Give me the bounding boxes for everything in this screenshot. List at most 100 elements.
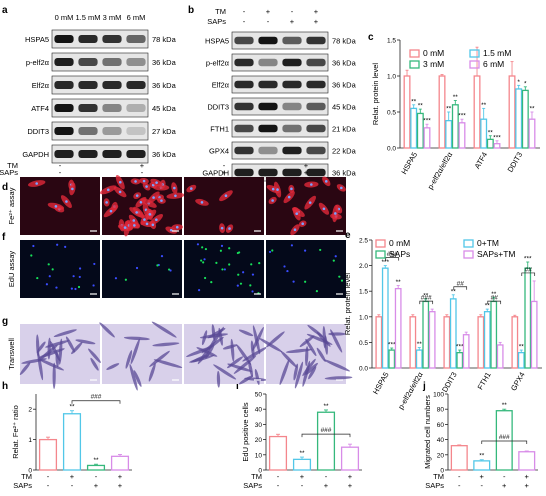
bar [508, 75, 516, 149]
significance-label: *** [458, 113, 466, 120]
blot-band [102, 104, 122, 112]
microscopy-image [100, 175, 185, 237]
blot-band [258, 146, 278, 155]
cell-dot [45, 283, 49, 286]
image-tm-sign: + [140, 161, 145, 170]
blot-protein-label: HSPA5 [25, 35, 49, 44]
y-tick-label: 20 [437, 452, 445, 459]
x-tick-label: HSPA5 [399, 151, 419, 176]
cell-nucleus [155, 181, 158, 184]
blot-band [306, 146, 326, 155]
significance-label: * [524, 80, 527, 87]
blot-kda-label: 45 kDa [332, 103, 357, 112]
tm-sign: - [503, 472, 506, 481]
cell-nucleus [175, 225, 179, 229]
western-blot-a: 0 mM 1.5 mM 3 mM 6 mM HSPA5 78 kDa p-elf2α 36 k… [22, 13, 177, 164]
cell-shape [280, 350, 298, 368]
bracket-label: ### [91, 394, 102, 401]
blot-protein-label: DDIT3 [207, 103, 229, 112]
y-tick-label: 80 [437, 407, 445, 414]
cell-shape [305, 362, 318, 376]
blot-band [54, 104, 74, 112]
significance-bracket [481, 440, 528, 444]
blot-lane-label: 3 mM [103, 13, 122, 22]
cell-dot [55, 286, 58, 289]
cell-dot [271, 249, 274, 252]
blot-band [234, 124, 254, 133]
significance-label: ** [323, 403, 329, 410]
cell-dot [210, 281, 213, 284]
blot-band [258, 80, 278, 89]
legend-swatch [469, 60, 480, 69]
saps-sign: - [71, 481, 74, 490]
cell-nucleus [133, 224, 136, 227]
bar [462, 334, 470, 369]
cell-shape [130, 338, 140, 365]
image-tm-sign: - [59, 161, 62, 170]
significance-label: ** [446, 106, 452, 113]
cell-dot [268, 250, 272, 254]
cell-dot [202, 261, 205, 264]
cell-shape [153, 359, 183, 368]
cell-nucleus [106, 188, 110, 192]
panel-label-j: j [422, 381, 426, 392]
tm-sign: + [118, 472, 123, 481]
blot-band [126, 127, 146, 135]
blot-saps-sign: - [243, 17, 246, 26]
cell-dot [93, 262, 96, 266]
cell-nucleus [324, 180, 328, 183]
legend-label: 0 mM [389, 238, 410, 248]
y-axis-title: Relat. protein level [343, 273, 352, 335]
image-saps-sign: - [141, 168, 144, 177]
cell-nucleus [105, 201, 108, 204]
bar [521, 89, 529, 149]
legend-label: 0 mM [423, 48, 444, 58]
y-tick-label: 30 [255, 422, 263, 429]
cell-nucleus [139, 200, 143, 204]
blot-saps-label: SAPs [207, 17, 226, 26]
bar [524, 267, 532, 369]
bar-chart-e: 0.0 0.5 1.0 1.5 2.0 2.5 Relat. protein level **… [343, 238, 542, 411]
blot-band [282, 146, 302, 155]
microscopy-image [102, 240, 182, 298]
cell-nucleus [135, 194, 139, 197]
cell-dot [219, 249, 222, 252]
tm-sign: - [458, 472, 461, 481]
saps-row-label: SAPs [243, 481, 262, 490]
bar [511, 316, 519, 369]
blot-band [234, 168, 254, 177]
significance-label: ** [93, 457, 99, 464]
cell-nucleus [220, 226, 224, 230]
cell-nucleus [65, 200, 68, 203]
cell-shape [36, 334, 40, 357]
cell-shape [58, 338, 63, 365]
cell-dot [238, 251, 241, 254]
cell-nucleus [151, 223, 155, 227]
blot-band [54, 150, 74, 158]
bar [415, 349, 423, 369]
bar [316, 411, 336, 471]
image-saps-sign: + [222, 168, 227, 177]
image-background [266, 240, 346, 298]
cell-shape [218, 327, 223, 346]
blot-kda-label: 36 kDa [332, 169, 357, 178]
bracket-label: ### [321, 427, 332, 434]
bar [515, 88, 523, 149]
cell-nucleus [271, 199, 274, 202]
cell-nucleus [71, 187, 74, 191]
cell-shape [19, 362, 31, 376]
blot-band [306, 36, 326, 45]
cell-nucleus [301, 222, 305, 226]
y-tick-label: 100 [433, 392, 444, 399]
cell-dot [160, 255, 164, 258]
cell-dot [220, 244, 224, 247]
cell-dot [135, 266, 139, 270]
cell-nucleus [228, 227, 231, 230]
legend-label: 0+TM [477, 238, 499, 248]
y-tick-label: 2.0 [359, 263, 368, 270]
blot-band [258, 168, 278, 177]
blot-band [102, 35, 122, 43]
